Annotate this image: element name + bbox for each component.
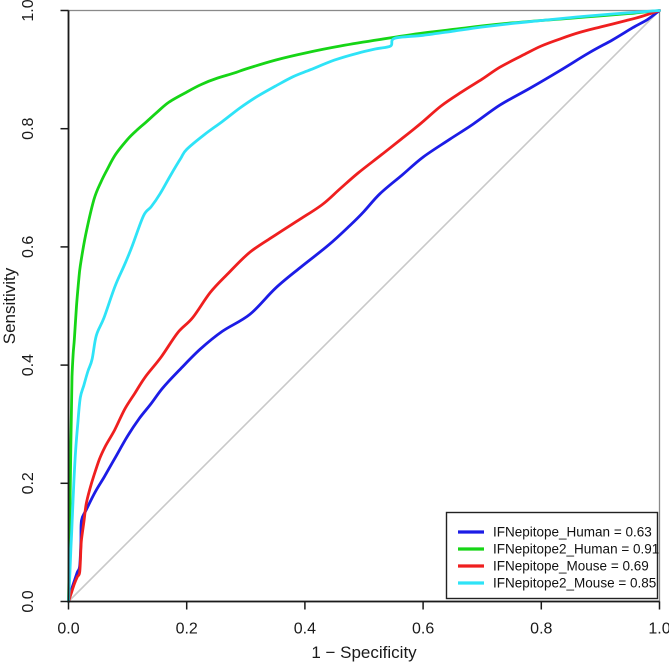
y-tick-label: 0.0 [20,590,37,612]
curves-layer [67,9,661,603]
x-tick-label: 0.4 [294,621,316,638]
legend: IFNepitope_Human = 0.63 IFNepitope2_Human… [445,511,659,600]
x-tick-label: 0.8 [530,621,552,638]
y-tick-label: 0.4 [20,354,37,376]
y-tick-label: 0.2 [20,472,37,494]
diagonal-reference-line [67,9,661,603]
legend-label-IFNepitope_Mouse: IFNepitope_Mouse = 0.69 [493,559,649,574]
curve-IFNepitope_Human [67,9,661,603]
y-axis-title: Sensitivity [0,267,19,344]
x-tick-label: 1.0 [648,621,669,638]
axes-layer: 0.0 0.2 0.4 0.6 0.8 1.0 0.0 0.2 0.4 0.6 0.8 1.0 [20,0,669,638]
legend-label-IFNepitope2_Mouse: IFNepitope2_Mouse = 0.85 [493,576,656,591]
y-tick-label: 1.0 [20,0,37,22]
legend-label-IFNepitope2_Human: IFNepitope2_Human = 0.91 [493,542,659,557]
y-tick-label: 0.6 [20,236,37,258]
curve-IFNepitope_Mouse [67,9,661,603]
legend-label-IFNepitope_Human: IFNepitope_Human = 0.63 [493,525,652,540]
y-tick-label: 0.8 [20,117,37,139]
curve-IFNepitope2_Mouse [67,9,661,603]
x-tick-label: 0.6 [412,621,434,638]
x-tick-label: 0.0 [57,621,79,638]
x-axis-title: 1 − Specificity [311,643,417,662]
x-tick-label: 0.2 [176,621,198,638]
